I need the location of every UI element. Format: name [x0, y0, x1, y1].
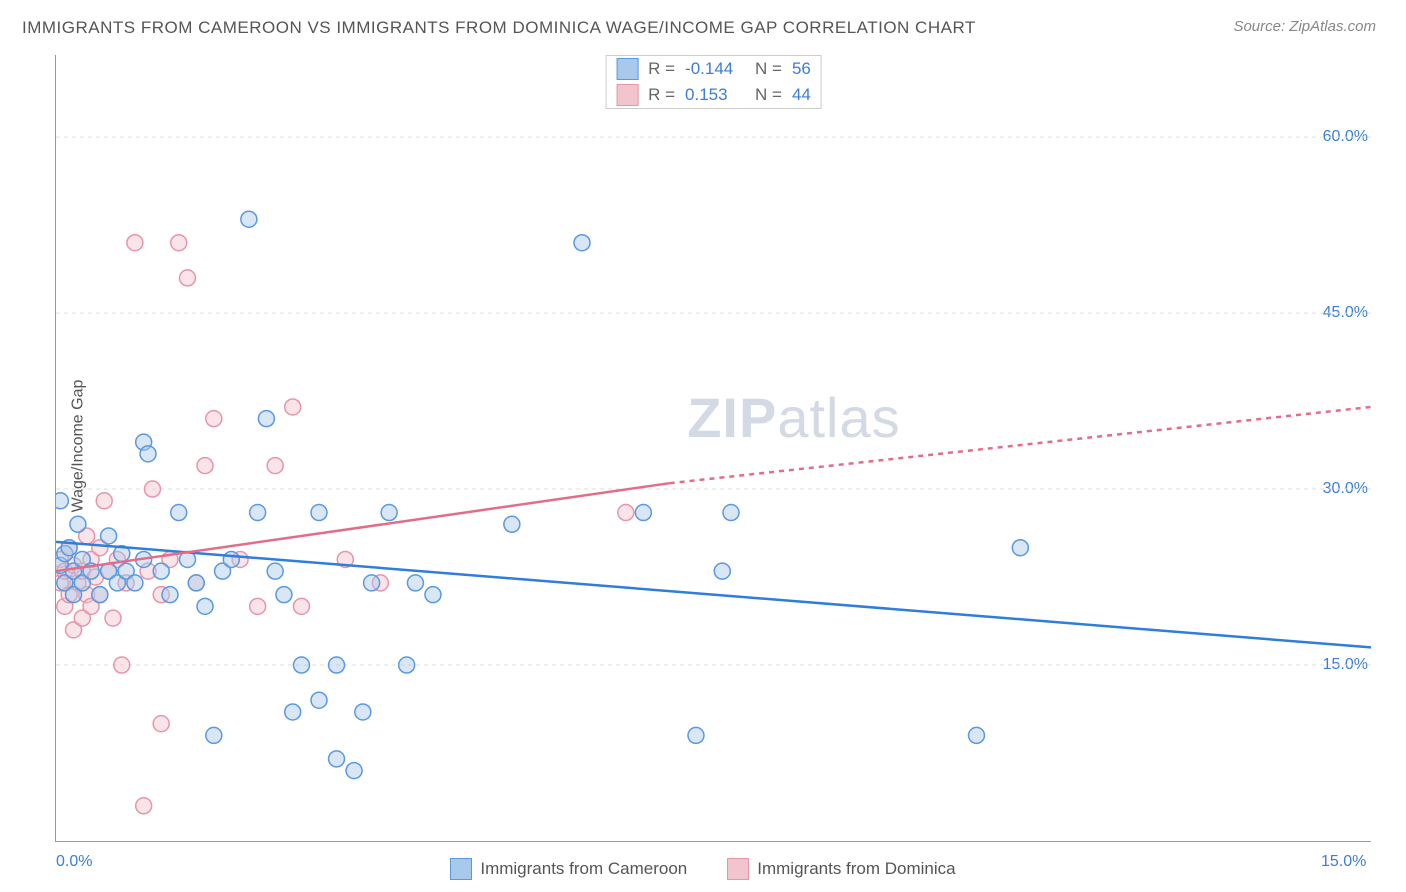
- r-label: R =: [648, 85, 675, 105]
- swatch-cameroon: [616, 58, 638, 80]
- r-label: R =: [648, 59, 675, 79]
- swatch-dominica: [616, 84, 638, 106]
- chart-title: IMMIGRANTS FROM CAMEROON VS IMMIGRANTS F…: [22, 18, 976, 38]
- legend-label-cameroon: Immigrants from Cameroon: [480, 859, 687, 879]
- legend-label-dominica: Immigrants from Dominica: [757, 859, 955, 879]
- swatch-dominica-bottom: [727, 858, 749, 880]
- correlation-legend: R = -0.144 N = 56 R = 0.153 N = 44: [605, 55, 822, 109]
- n-value-cameroon: 56: [792, 59, 811, 79]
- n-label: N =: [755, 59, 782, 79]
- legend-row-dominica: R = 0.153 N = 44: [606, 82, 821, 108]
- legend-row-cameroon: R = -0.144 N = 56: [606, 56, 821, 82]
- r-value-dominica: 0.153: [685, 85, 745, 105]
- plot-area: ZIPatlas R = -0.144 N = 56 R = 0.153 N =…: [55, 55, 1371, 842]
- chart-container: IMMIGRANTS FROM CAMEROON VS IMMIGRANTS F…: [0, 0, 1406, 892]
- r-value-cameroon: -0.144: [685, 59, 745, 79]
- n-value-dominica: 44: [792, 85, 811, 105]
- source-attribution: Source: ZipAtlas.com: [1233, 18, 1376, 35]
- n-label: N =: [755, 85, 782, 105]
- legend-item-cameroon: Immigrants from Cameroon: [450, 858, 687, 880]
- swatch-cameroon-bottom: [450, 858, 472, 880]
- series-legend: Immigrants from Cameroon Immigrants from…: [0, 858, 1406, 880]
- legend-item-dominica: Immigrants from Dominica: [727, 858, 955, 880]
- plot-svg: [56, 55, 1371, 841]
